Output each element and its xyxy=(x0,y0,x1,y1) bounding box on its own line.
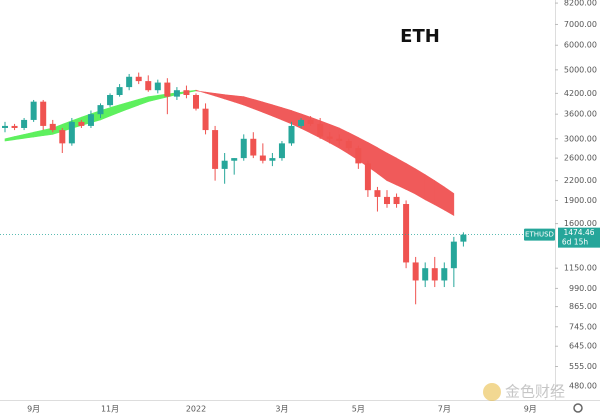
candle-body xyxy=(59,130,66,144)
candle-body xyxy=(288,125,295,144)
y-tick-label: 3000.00 xyxy=(564,134,597,143)
candle-body xyxy=(307,119,314,124)
candle-body xyxy=(450,241,457,269)
x-tick-label: 2022 xyxy=(186,405,206,414)
candle-body xyxy=(298,119,305,126)
candle-body xyxy=(374,190,381,197)
ribbon-segment xyxy=(396,157,407,190)
watermark-text: 金色财经 xyxy=(505,383,565,401)
candle-body xyxy=(441,268,448,281)
candle-body xyxy=(259,155,266,161)
ribbon-segment xyxy=(443,186,455,216)
candle-body xyxy=(183,90,190,95)
x-tick-label: 7月 xyxy=(438,405,451,414)
candle-body xyxy=(11,125,18,128)
candle-body xyxy=(30,101,37,120)
y-tick-label: 555.00 xyxy=(569,362,597,371)
candle-body xyxy=(193,94,199,109)
candle-body xyxy=(49,123,56,131)
candle-body xyxy=(355,148,362,164)
y-tick-label: 990.00 xyxy=(569,284,597,293)
y-tick-label: 1600.00 xyxy=(564,219,597,228)
y-tick-label: 8200.00 xyxy=(564,0,597,8)
candle-body xyxy=(97,105,104,115)
y-tick-label: 6000.00 xyxy=(564,41,597,50)
ribbon-segment xyxy=(405,162,416,195)
candle-body xyxy=(126,76,133,88)
y-tick-label: 4200.00 xyxy=(564,89,597,98)
plot-area xyxy=(2,72,467,305)
candle-body xyxy=(78,121,85,126)
watermark-logo xyxy=(483,383,501,401)
y-tick-label: 2600.00 xyxy=(564,154,597,163)
candle-body xyxy=(384,196,390,205)
candle-body xyxy=(345,141,352,149)
y-tick-label: 480.00 xyxy=(569,382,597,391)
candle-body xyxy=(2,125,8,128)
x-tick-label: 5月 xyxy=(352,405,365,414)
last-price-label: 1474.46 xyxy=(563,228,594,237)
candle-body xyxy=(107,94,114,106)
y-tick-label: 2200.00 xyxy=(564,176,597,185)
candle-body xyxy=(317,123,324,137)
y-tick-label: 1150.00 xyxy=(564,264,597,273)
candle-body xyxy=(422,268,429,281)
x-tick-label: 3月 xyxy=(275,405,288,414)
candle-body xyxy=(164,82,171,97)
candle-body xyxy=(154,82,161,91)
candle-body xyxy=(116,87,123,95)
y-tick-label: 1900.00 xyxy=(564,196,597,205)
candle-body xyxy=(40,101,47,126)
candle-body xyxy=(269,158,276,161)
y-tick-label: 745.00 xyxy=(569,322,597,331)
candle-body xyxy=(240,138,247,159)
candle-body xyxy=(135,76,142,82)
y-tick-label: 865.00 xyxy=(569,302,597,311)
candle-body xyxy=(87,114,94,126)
candle-body xyxy=(231,158,238,161)
candle-body xyxy=(364,163,371,191)
candle-body xyxy=(412,262,419,281)
chart-title: ETH xyxy=(400,26,440,47)
gear[interactable] xyxy=(573,403,583,413)
x-tick-label: 11月 xyxy=(101,405,119,414)
candle-body xyxy=(202,108,209,131)
candle-body xyxy=(278,143,285,159)
settings-icon[interactable] xyxy=(573,403,583,413)
candle-body xyxy=(221,160,228,169)
candle-body xyxy=(336,138,343,142)
candle-body xyxy=(21,119,28,128)
candle-body xyxy=(403,204,410,263)
candle-body xyxy=(145,81,152,91)
symbol-tag xyxy=(524,228,555,241)
candle-body xyxy=(326,136,333,139)
y-tick-label: 5000.00 xyxy=(564,65,597,74)
candle-body xyxy=(250,138,257,156)
candle-body xyxy=(212,130,219,169)
ribbon-segment xyxy=(415,168,426,201)
candle-body xyxy=(68,121,75,144)
symbol-label: ETHUSD xyxy=(525,231,554,239)
candle-body xyxy=(431,268,438,281)
y-tick-label: 3600.00 xyxy=(564,110,597,119)
x-tick-label: 9月 xyxy=(524,405,537,414)
watermark: 金色财经 xyxy=(483,383,565,401)
candle-body xyxy=(460,234,467,242)
ribbon-segment xyxy=(386,152,397,186)
price-tag xyxy=(558,227,600,248)
countdown-label: 6d 15h xyxy=(562,238,588,247)
y-tick-label: 645.00 xyxy=(569,342,597,351)
y-tick-label: 7000.00 xyxy=(564,20,597,29)
candle-body xyxy=(173,90,180,97)
candle-body xyxy=(393,196,400,205)
x-tick-label: 9月 xyxy=(27,405,40,414)
